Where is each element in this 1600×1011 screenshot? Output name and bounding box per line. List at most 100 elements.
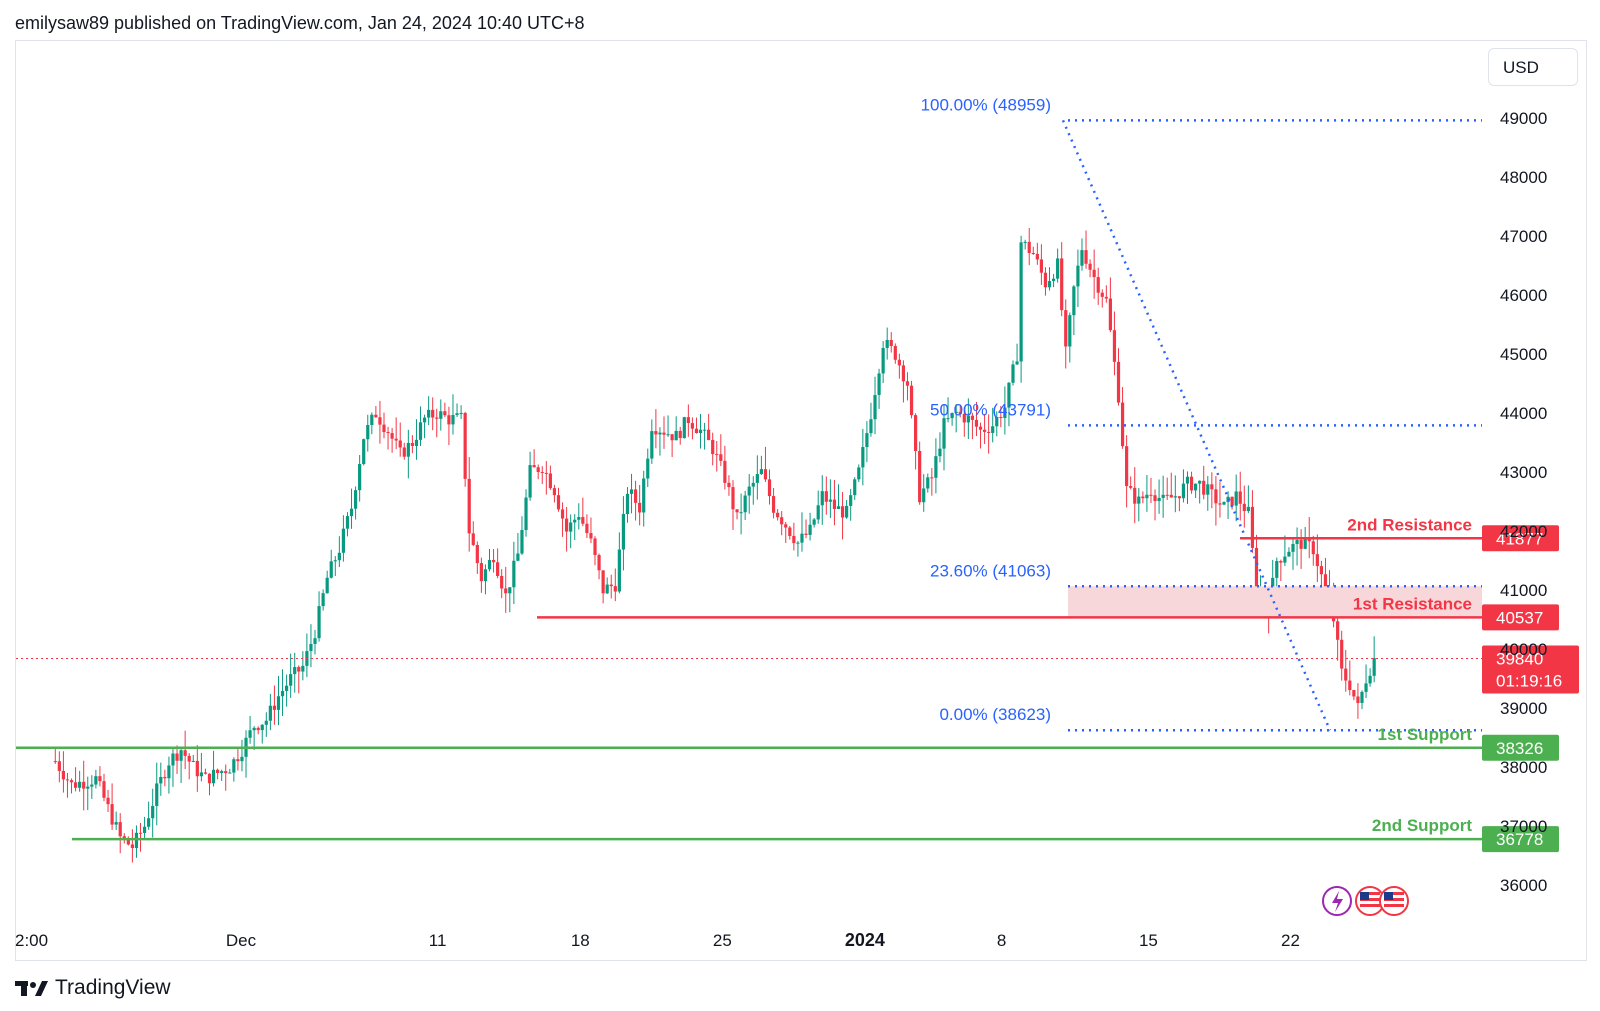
candle-body: [682, 417, 686, 439]
resistance-label: 2nd Resistance: [1347, 515, 1472, 534]
us-flag-icon[interactable]: [1379, 886, 1409, 916]
candle-body: [358, 464, 362, 491]
candle-body: [548, 473, 552, 489]
candle-body: [1336, 621, 1340, 640]
candle-body: [597, 555, 601, 571]
candle-body: [325, 577, 329, 594]
candle-body: [102, 781, 106, 798]
y-tick-label: 44000: [1500, 404, 1547, 423]
candle-body: [439, 411, 443, 419]
candle-body: [195, 760, 199, 777]
candle-body: [1019, 242, 1023, 362]
y-tick-label: 47000: [1500, 227, 1547, 246]
candle-body: [974, 419, 979, 427]
candle-body: [845, 505, 849, 518]
candle-body: [832, 499, 837, 509]
candle-body: [970, 415, 975, 420]
candle-body: [431, 409, 435, 418]
candle-body: [524, 497, 528, 530]
candle-body: [889, 339, 893, 347]
candle-body: [1108, 298, 1112, 331]
chart-frame: [15, 40, 1587, 961]
candle-body: [260, 724, 264, 731]
y-tick-label: 36000: [1500, 876, 1547, 895]
candle-body: [309, 643, 313, 652]
candle-body: [1246, 506, 1250, 512]
candle-body: [187, 755, 191, 762]
candle-body: [297, 667, 301, 672]
flash-icon[interactable]: [1322, 886, 1352, 916]
candle-body: [727, 482, 731, 488]
us-flag-icon[interactable]: [1355, 886, 1385, 916]
price-tag: [1482, 734, 1559, 761]
candle-body: [788, 527, 792, 536]
candle-body: [475, 544, 479, 564]
candle-body: [1056, 258, 1060, 279]
candle-body: [702, 429, 707, 431]
candle-body: [1007, 382, 1011, 408]
candle-body: [1104, 296, 1108, 299]
candle-body: [719, 454, 723, 461]
candle-body: [1311, 541, 1315, 555]
price-tag: [1482, 525, 1559, 552]
candle-body: [155, 783, 159, 806]
candle-body: [1076, 265, 1080, 287]
candle-body: [1283, 556, 1287, 563]
candle-body: [646, 458, 650, 479]
candle-body: [447, 415, 451, 425]
candle-body: [69, 780, 74, 783]
candle-body: [435, 417, 439, 419]
currency-selector-button[interactable]: USD: [1488, 48, 1578, 86]
candle-body: [1291, 543, 1295, 552]
candle-body: [508, 587, 512, 594]
candle-body: [366, 425, 370, 440]
candle-body: [946, 418, 950, 420]
candle-body: [926, 477, 930, 489]
candle-body: [812, 519, 816, 525]
x-tick-label: Dec: [226, 931, 257, 950]
candle-body: [885, 339, 889, 349]
candle-body: [573, 519, 577, 523]
candle-body: [1222, 502, 1226, 505]
candle-body: [94, 776, 98, 785]
candle-body: [1137, 496, 1141, 504]
x-tick-label: 2024: [845, 930, 885, 950]
candle-body: [930, 477, 934, 479]
candle-body: [901, 365, 906, 382]
tradingview-logo[interactable]: TradingView: [15, 976, 171, 1000]
candle-body: [1210, 484, 1214, 490]
candle-body: [735, 509, 739, 513]
candle-body: [938, 448, 942, 457]
candle-body: [1161, 494, 1165, 498]
candle-body: [617, 549, 621, 592]
candle-body: [707, 429, 711, 440]
y-tick-label: 45000: [1500, 345, 1547, 364]
candle-body: [1372, 658, 1376, 676]
candle-body: [410, 442, 414, 446]
price-tag-value: 36778: [1496, 830, 1543, 849]
candle-body: [552, 488, 557, 496]
candle-body: [743, 495, 747, 513]
candle-body: [1157, 497, 1161, 502]
brand-name: TradingView: [55, 976, 171, 999]
candle-body: [147, 818, 151, 827]
candle-body: [398, 440, 402, 448]
candle-body: [698, 429, 703, 434]
candle-body: [1173, 496, 1177, 498]
candle-body: [520, 529, 524, 554]
candle-body: [516, 553, 520, 561]
y-tick-label: 43000: [1500, 463, 1547, 482]
candle-body: [840, 506, 845, 518]
candle-body: [406, 442, 410, 457]
candle-body: [126, 838, 130, 845]
candle-body: [621, 514, 626, 550]
candle-body: [694, 428, 699, 434]
candle-body: [301, 665, 305, 672]
candle-body: [138, 832, 143, 834]
candle-body: [767, 479, 772, 497]
candle-body: [962, 413, 966, 423]
price-tag-value: 40537: [1496, 608, 1543, 627]
candle-body: [857, 467, 861, 480]
candle-body: [122, 836, 126, 839]
